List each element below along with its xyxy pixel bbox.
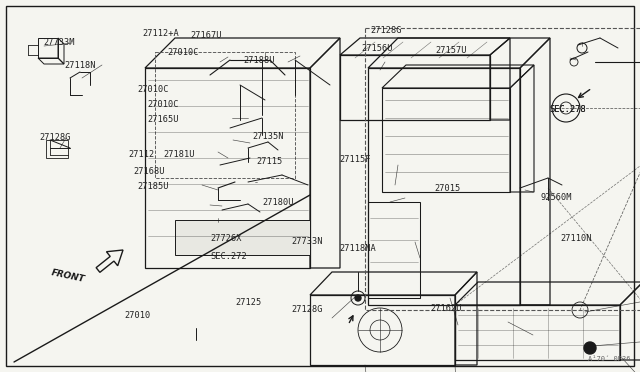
Text: 92560M: 92560M: [541, 193, 572, 202]
Text: FRONT: FRONT: [50, 268, 85, 284]
Text: 27125: 27125: [236, 298, 262, 307]
Text: 27010: 27010: [125, 311, 151, 320]
Text: SEC.278: SEC.278: [549, 105, 586, 114]
Text: A¹70´ 0P36: A¹70´ 0P36: [588, 356, 630, 362]
Text: 27128G: 27128G: [40, 133, 71, 142]
Text: 27128G: 27128G: [370, 26, 401, 35]
Text: SEC.278: SEC.278: [549, 105, 586, 114]
Text: 27010C: 27010C: [138, 85, 169, 94]
Text: 27010C: 27010C: [168, 48, 199, 57]
Text: 27157U: 27157U: [435, 46, 467, 55]
Text: 27112: 27112: [128, 150, 154, 159]
Text: 27180U: 27180U: [262, 198, 294, 207]
Text: 27015: 27015: [434, 185, 460, 193]
Text: 27135N: 27135N: [253, 132, 284, 141]
Text: 27112+A: 27112+A: [142, 29, 179, 38]
Text: 27115F: 27115F: [339, 155, 371, 164]
Text: 27118N: 27118N: [64, 61, 95, 70]
Circle shape: [584, 342, 596, 354]
Text: 27168U: 27168U: [133, 167, 164, 176]
Text: SEC.272: SEC.272: [210, 252, 246, 261]
Text: 27726X: 27726X: [210, 234, 241, 243]
Text: 27167U: 27167U: [191, 31, 222, 40]
Text: 27165U: 27165U: [147, 115, 179, 124]
Circle shape: [355, 295, 361, 301]
Text: 27010C: 27010C: [147, 100, 179, 109]
Text: 27188U: 27188U: [243, 56, 275, 65]
Text: 27185U: 27185U: [138, 182, 169, 191]
Text: 27181U: 27181U: [163, 150, 195, 159]
Text: 27733N: 27733N: [291, 237, 323, 246]
Polygon shape: [175, 220, 310, 255]
Text: 27162U: 27162U: [430, 304, 461, 313]
Text: 27733M: 27733M: [44, 38, 75, 47]
Text: 27156U: 27156U: [362, 44, 393, 53]
Text: 27128G: 27128G: [291, 305, 323, 314]
Text: 27118NA: 27118NA: [339, 244, 376, 253]
Text: 27110N: 27110N: [560, 234, 591, 243]
Text: 27115: 27115: [256, 157, 282, 166]
